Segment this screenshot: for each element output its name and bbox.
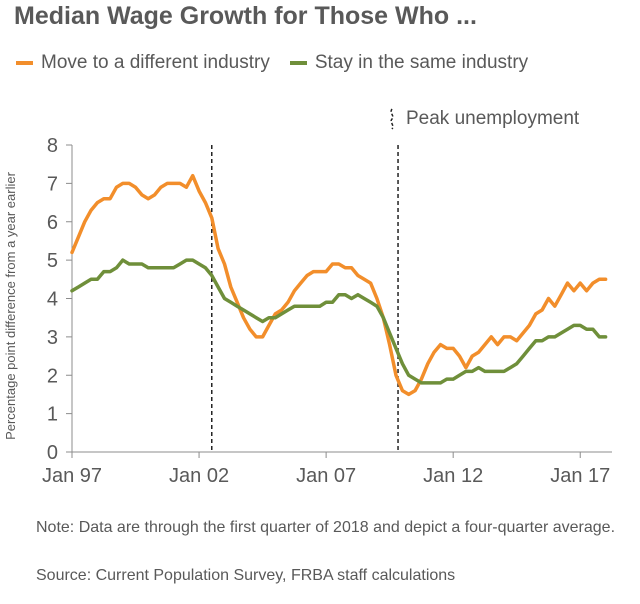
chart-title: Median Wage Growth for Those Who ...	[14, 2, 477, 30]
peak-unemployment-annotation: Peak unemployment	[386, 108, 579, 130]
legend-item-stay: Stay in the same industry	[284, 52, 528, 74]
chart-axes: 0 1 2 3 4 5 6 7 8 Jan 97 Jan 02 Jan 07 Jan 12 Jan 17	[42, 135, 612, 487]
legend-label-move: Move to a different industry	[41, 52, 270, 73]
x-tick-label: Jan 02	[169, 465, 229, 487]
legend-swatch-move	[16, 61, 33, 65]
x-tick-label: Jan 17	[550, 465, 610, 487]
y-tick-label: 7	[47, 173, 58, 195]
y-tick-label: 1	[47, 404, 58, 426]
legend-swatch-stay	[289, 61, 307, 65]
y-tick-label: 2	[47, 365, 58, 387]
dashed-line-icon	[390, 108, 394, 130]
y-tick-label: 8	[47, 135, 58, 157]
x-tick-label: Jan 97	[42, 465, 102, 487]
y-tick-label: 3	[47, 327, 58, 349]
x-tick-label: Jan 12	[423, 465, 483, 487]
chart-reference-lines	[211, 145, 399, 452]
y-tick-label: 4	[47, 289, 58, 311]
chart-source: Source: Current Population Survey, FRBA …	[36, 567, 456, 584]
y-tick-label: 5	[47, 250, 58, 272]
legend-label-stay: Stay in the same industry	[314, 52, 529, 73]
legend-item-move: Move to a different industry	[10, 52, 270, 74]
chart-legend: Move to a different industry Stay in the…	[10, 52, 542, 74]
y-tick-label: 0	[47, 442, 58, 464]
y-axis-label: Percentage point difference from a year …	[3, 171, 18, 440]
series-line-move	[70, 173, 608, 397]
chart-series	[70, 173, 608, 397]
x-tick-label: Jan 07	[296, 465, 356, 487]
chart-note: Note: Data are through the first quarter…	[36, 519, 616, 536]
series-line-stay	[70, 258, 608, 385]
peak-unemployment-label: Peak unemployment	[406, 108, 580, 129]
y-tick-label: 6	[47, 212, 58, 234]
